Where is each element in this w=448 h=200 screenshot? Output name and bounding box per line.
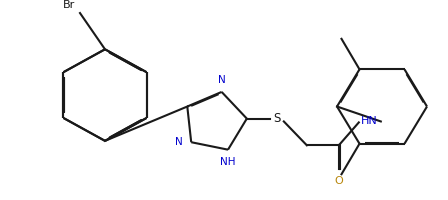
Text: S: S: [273, 112, 280, 125]
Text: N: N: [218, 75, 225, 85]
Text: Br: Br: [63, 0, 75, 10]
Text: HN: HN: [361, 116, 377, 126]
Text: NH: NH: [220, 157, 236, 167]
Text: N: N: [176, 137, 183, 147]
Text: O: O: [335, 176, 343, 186]
